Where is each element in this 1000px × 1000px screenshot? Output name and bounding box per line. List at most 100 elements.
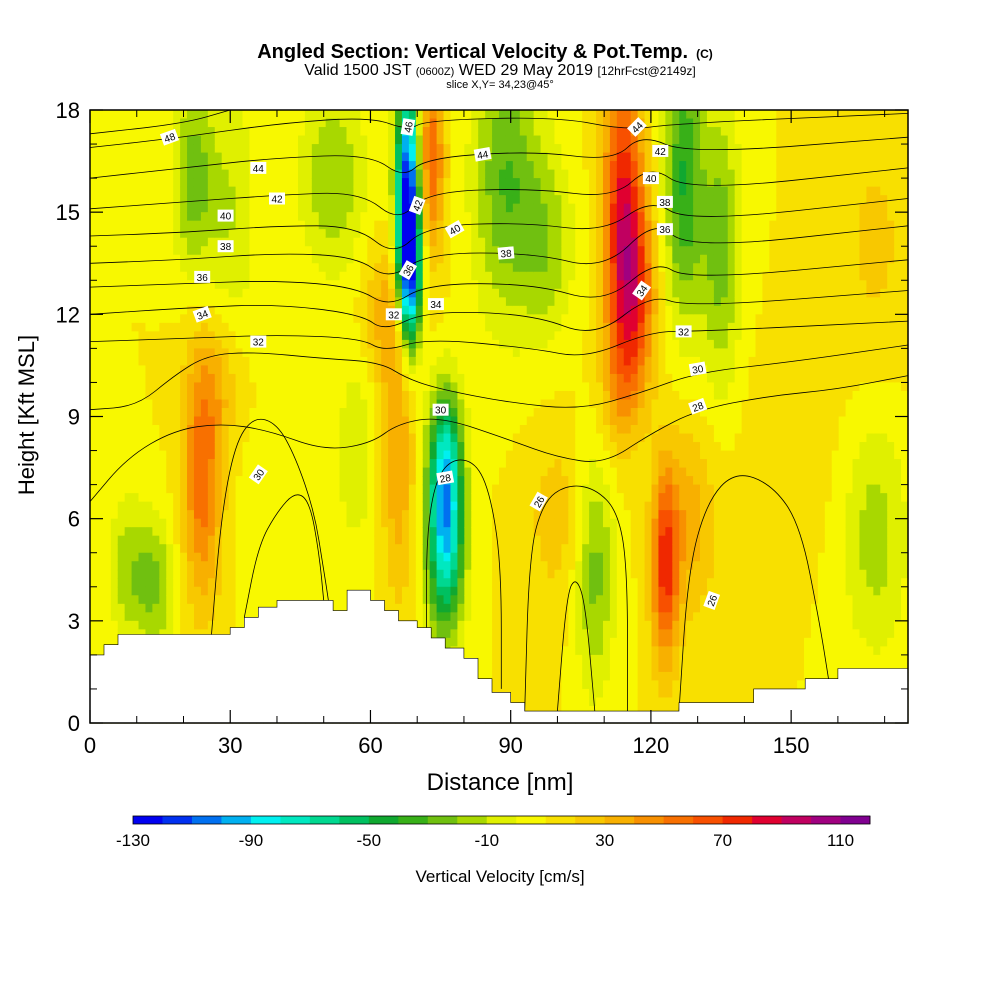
velocity-cell (415, 161, 424, 171)
velocity-cell (374, 459, 382, 469)
velocity-cell (450, 629, 458, 639)
velocity-cell (478, 544, 486, 554)
velocity-cell (117, 373, 126, 384)
velocity-cell (110, 186, 119, 196)
velocity-cell (291, 373, 299, 384)
velocity-cell (408, 467, 417, 477)
velocity-cell (353, 305, 361, 315)
velocity-cell (388, 390, 396, 401)
velocity-cell (103, 314, 112, 324)
velocity-cell (124, 297, 133, 307)
velocity-cell (256, 535, 264, 545)
velocity-cell (374, 348, 382, 358)
velocity-cell (367, 314, 375, 324)
velocity-cell (450, 254, 458, 264)
velocity-cell (395, 322, 403, 332)
velocity-cell (353, 356, 361, 367)
velocity-cell (117, 493, 126, 503)
velocity-cell (429, 484, 438, 494)
velocity-cell (547, 544, 556, 554)
velocity-cell (228, 416, 237, 426)
velocity-cell (138, 220, 147, 230)
velocity-cell (478, 135, 486, 145)
velocity-cell (561, 527, 569, 537)
velocity-cell (346, 552, 355, 562)
velocity-cell (173, 144, 181, 154)
velocity-cell (332, 603, 341, 613)
velocity-cell (339, 127, 348, 137)
velocity-cell (554, 595, 562, 605)
velocity-cell (353, 271, 361, 281)
velocity-cell (249, 459, 257, 469)
velocity-cell (284, 152, 292, 162)
velocity-cell (367, 237, 375, 247)
velocity-cell (533, 229, 542, 239)
velocity-cell (311, 169, 320, 179)
velocity-cell (96, 135, 105, 145)
velocity-cell (110, 373, 119, 384)
velocity-cell (277, 442, 285, 452)
velocity-cell (561, 476, 569, 486)
velocity-cell (235, 178, 244, 188)
velocity-cell (207, 382, 216, 392)
velocity-cell (381, 373, 389, 384)
velocity-cell (339, 246, 348, 256)
velocity-cell (401, 535, 410, 545)
velocity-cell (277, 339, 285, 349)
velocity-cell (450, 407, 458, 418)
velocity-cell (124, 246, 133, 256)
velocity-cell (235, 612, 244, 622)
velocity-cell (180, 612, 188, 622)
velocity-cell (291, 578, 299, 588)
velocity-cell (90, 382, 98, 392)
velocity-cell (200, 510, 209, 520)
velocity-cell (533, 348, 542, 358)
velocity-cell (297, 407, 306, 418)
velocity-cell (360, 433, 368, 443)
velocity-cell (415, 586, 424, 596)
velocity-cell (263, 161, 271, 171)
velocity-cell (166, 595, 174, 605)
velocity-cell (436, 305, 445, 315)
velocity-cell (381, 365, 389, 375)
velocity-cell (408, 450, 417, 460)
velocity-cell (519, 246, 528, 256)
velocity-cell (478, 493, 486, 503)
velocity-cell (547, 110, 556, 120)
velocity-cell (173, 237, 181, 247)
velocity-cell (332, 212, 341, 222)
velocity-cell (235, 467, 244, 477)
velocity-cell (124, 178, 133, 188)
velocity-cell (145, 254, 153, 264)
velocity-cell (166, 620, 174, 630)
velocity-cell (492, 595, 500, 605)
velocity-cell (249, 127, 257, 137)
velocity-cell (457, 407, 465, 418)
velocity-cell (124, 203, 133, 213)
velocity-cell (214, 229, 223, 239)
velocity-cell (284, 178, 292, 188)
velocity-cell (540, 450, 549, 460)
velocity-cell (478, 620, 486, 630)
velocity-cell (464, 246, 472, 256)
velocity-cell (346, 263, 355, 273)
velocity-cell (228, 586, 237, 596)
velocity-cell (145, 578, 153, 588)
velocity-cell (131, 322, 140, 332)
velocity-cell (533, 527, 542, 537)
velocity-cell (138, 322, 147, 332)
velocity-cell (554, 135, 562, 145)
velocity-cell (325, 203, 334, 213)
velocity-cell (166, 425, 174, 435)
velocity-cell (533, 561, 542, 571)
velocity-cell (235, 186, 244, 196)
velocity-cell (408, 348, 417, 358)
velocity-cell (457, 178, 465, 188)
velocity-cell (117, 612, 126, 622)
velocity-cell (408, 178, 417, 188)
velocity-cell (96, 271, 105, 281)
velocity-cell (214, 407, 223, 418)
velocity-cell (235, 331, 244, 341)
velocity-cell (90, 356, 98, 367)
velocity-cell (478, 425, 486, 435)
